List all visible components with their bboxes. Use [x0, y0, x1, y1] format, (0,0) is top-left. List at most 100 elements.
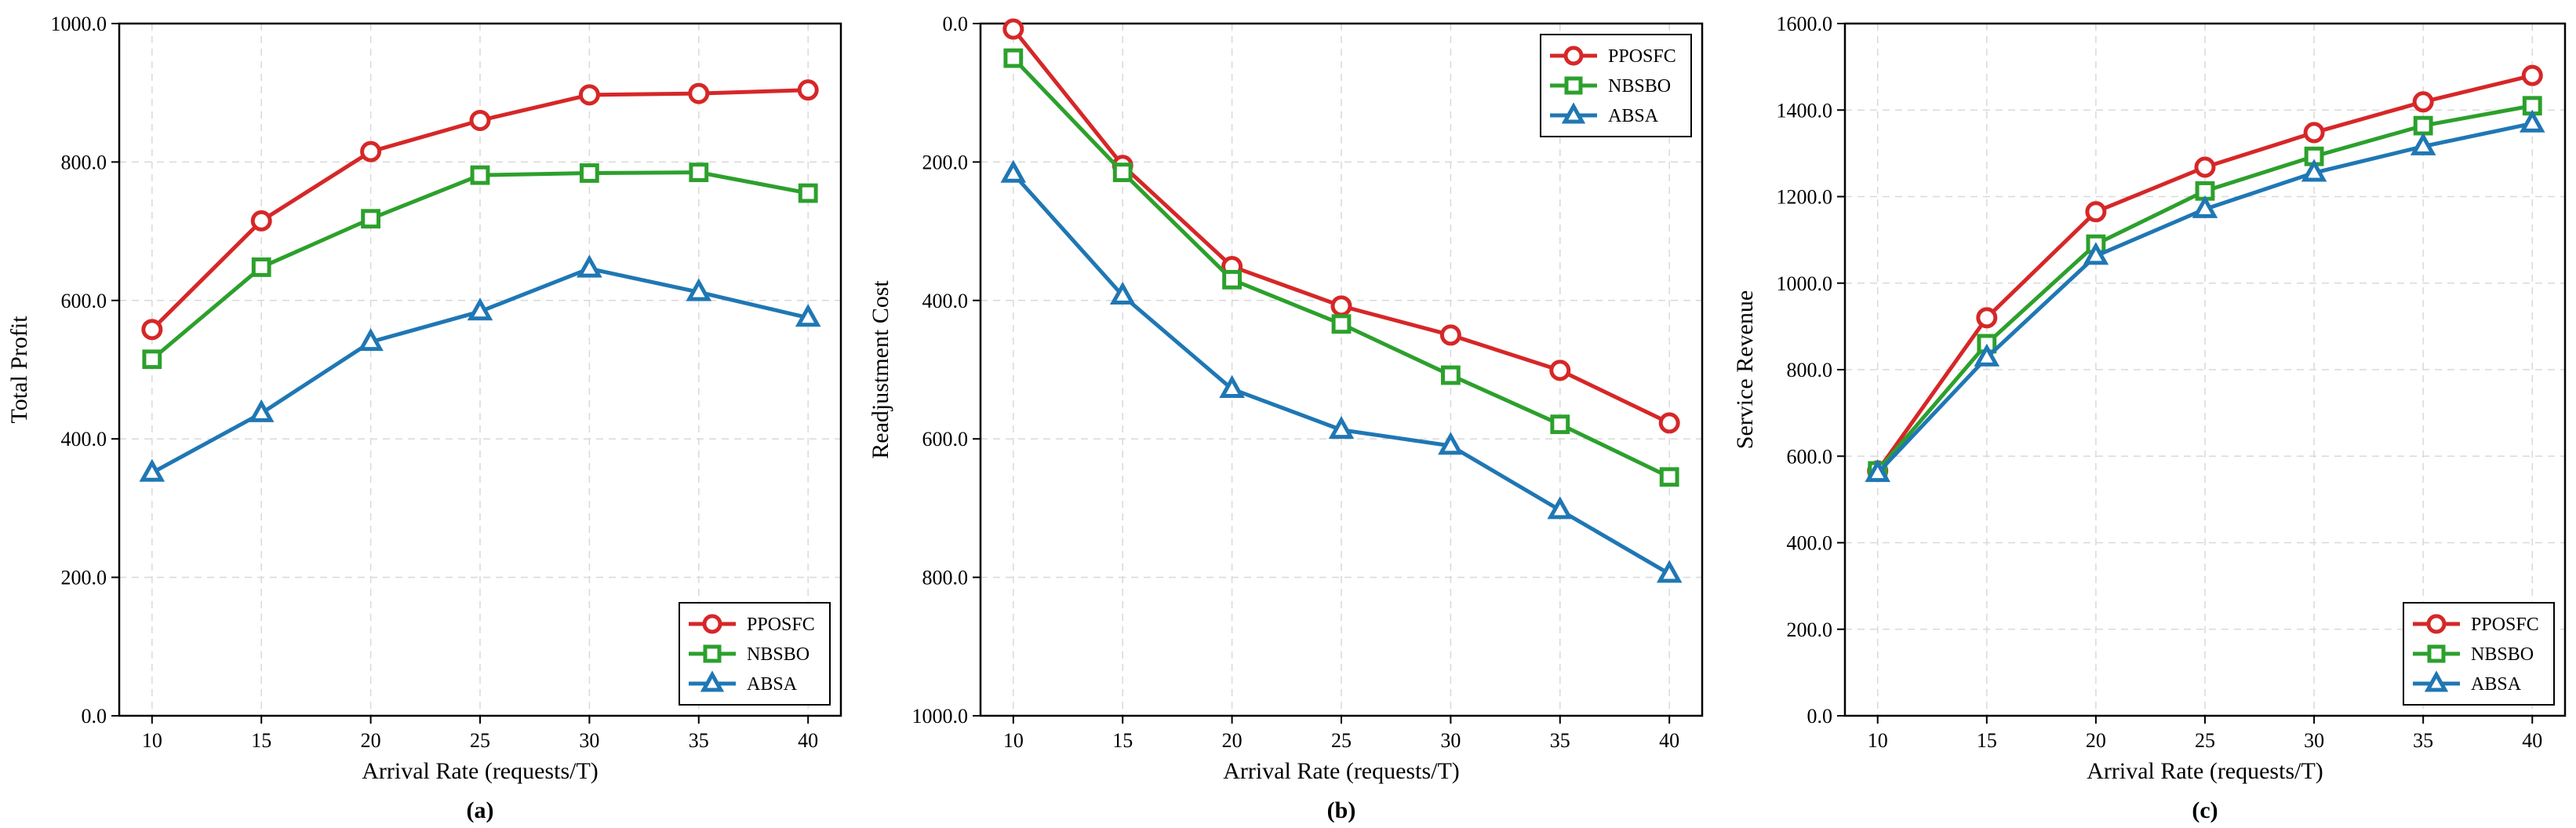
data-point-circle: [1330, 295, 1352, 317]
data-point-triangle: [1865, 458, 1891, 483]
y-tick-label: 1000.0: [51, 13, 107, 35]
data-point-circle: [578, 84, 600, 106]
x-tick-label: 30: [1440, 729, 1461, 752]
legend-marker-circle: [702, 614, 722, 634]
data-point-triangle: [2192, 195, 2218, 218]
y-tick-label: 200.0: [922, 151, 969, 173]
series-nbsbo: [1003, 48, 1679, 487]
data-point-triangle: [1656, 560, 1683, 583]
x-axis-label: Arrival Rate (requests/T): [1223, 758, 1460, 784]
data-point-square: [142, 349, 162, 370]
data-point-triangle: [2410, 132, 2436, 155]
panel-b: 10 15 20 25 30 35 400.0200.0400.0600.0800.0100…: [868, 13, 1704, 823]
x-tick-label: 35: [2413, 729, 2433, 752]
data-point-square: [1222, 269, 1243, 290]
legend-item-absa: ABSA: [2413, 670, 2522, 695]
legend-item-nbsbo: NBSBO: [2413, 644, 2534, 665]
x-tick-label: 15: [1112, 729, 1133, 752]
x-axis-label: Arrival Rate (requests/T): [2087, 758, 2323, 784]
panel-caption: (c): [2192, 797, 2218, 823]
data-point-circle: [2303, 122, 2325, 144]
legend-marker-circle: [1563, 46, 1584, 66]
legend-marker-square: [703, 644, 722, 663]
data-point-triangle: [1438, 432, 1464, 455]
data-point-circle: [2085, 201, 2107, 223]
data-point-square: [470, 165, 490, 185]
panel-a: 10 15 20 25 30 35 400.0200.0400.0600.0800.0100…: [6, 13, 842, 823]
data-point-triangle: [577, 254, 602, 278]
data-point-triangle: [2083, 242, 2109, 265]
legend: PPOSFC NBSBO ABSA: [679, 602, 831, 706]
data-point-square: [579, 163, 599, 183]
data-point-triangle: [1219, 374, 1245, 399]
y-tick-label: 600.0: [61, 290, 107, 312]
y-axis-label: Service Revenue: [1732, 290, 1758, 449]
data-point-triangle: [467, 297, 493, 321]
data-point-circle: [1439, 324, 1461, 346]
legend-marker-circle: [2426, 614, 2447, 634]
y-tick-label: 1000.0: [912, 705, 969, 728]
legend-label: NBSBO: [747, 644, 810, 665]
data-point-square: [2413, 115, 2433, 136]
legend-item-nbsbo: NBSBO: [689, 644, 810, 665]
data-point-square: [251, 257, 271, 277]
y-tick-label: 400.0: [922, 290, 969, 312]
legend-label: NBSBO: [2471, 644, 2534, 665]
legend-item-absa: ABSA: [689, 670, 798, 695]
legend-marker-triangle: [700, 670, 725, 692]
data-point-circle: [2194, 156, 2216, 178]
data-point-triangle: [686, 278, 712, 301]
legend-label: ABSA: [2471, 674, 2522, 695]
series-absa: [1000, 159, 1683, 583]
y-tick-label: 0.0: [82, 705, 107, 728]
x-tick-label: 30: [579, 729, 599, 752]
y-axis-label: Total Profit: [6, 316, 32, 424]
data-point-square: [1003, 48, 1024, 68]
data-point-square: [1440, 365, 1461, 385]
legend: PPOSFC NBSBO ABSA: [1540, 34, 1692, 137]
series-nbsbo: [142, 162, 818, 370]
legend-marker-square: [1564, 76, 1583, 95]
data-point-square: [1331, 314, 1352, 334]
legend-label: PPOSFC: [2471, 615, 2539, 635]
legend-marker-triangle: [2424, 670, 2449, 692]
legend-marker-square: [2427, 644, 2446, 663]
x-tick-label: 10: [142, 729, 162, 752]
series-absa: [1865, 109, 2545, 483]
data-point-circle: [360, 140, 382, 162]
y-tick-label: 600.0: [1787, 445, 1833, 468]
panel-caption: (b): [1327, 797, 1356, 823]
legend: PPOSFC NBSBO ABSA: [2403, 602, 2555, 706]
legend-label: PPOSFC: [747, 615, 815, 635]
x-tick-label: 15: [251, 729, 271, 752]
data-point-circle: [469, 109, 491, 131]
x-tick-label: 40: [798, 729, 818, 752]
y-tick-label: 600.0: [922, 428, 969, 450]
data-point-triangle: [358, 327, 384, 352]
x-tick-label: 40: [2522, 729, 2542, 752]
y-tick-label: 800.0: [61, 151, 107, 173]
y-tick-label: 200.0: [1787, 618, 1833, 641]
legend-item-pposfc: PPOSFC: [2413, 614, 2539, 635]
x-tick-label: 40: [1659, 729, 1679, 752]
data-point-circle: [688, 82, 710, 104]
data-point-circle: [2412, 91, 2434, 113]
x-tick-label: 35: [1550, 729, 1570, 752]
data-point-circle: [797, 79, 819, 101]
legend-label: PPOSFC: [1608, 46, 1676, 67]
y-tick-label: 800.0: [922, 567, 969, 589]
x-tick-label: 25: [1331, 729, 1352, 752]
y-tick-label: 0.0: [943, 13, 969, 35]
series-pposfc: [1867, 64, 2543, 482]
legend-marker-triangle: [1561, 102, 1586, 124]
data-point-triangle: [2519, 109, 2545, 133]
y-tick-label: 1000.0: [1777, 272, 1833, 295]
x-tick-label: 20: [1222, 729, 1243, 752]
y-tick-label: 0.0: [1807, 705, 1833, 728]
x-tick-label: 10: [1003, 729, 1024, 752]
data-point-triangle: [1547, 496, 1574, 520]
series-absa: [139, 254, 821, 482]
data-point-circle: [1549, 359, 1571, 381]
legend-label: ABSA: [747, 674, 798, 695]
